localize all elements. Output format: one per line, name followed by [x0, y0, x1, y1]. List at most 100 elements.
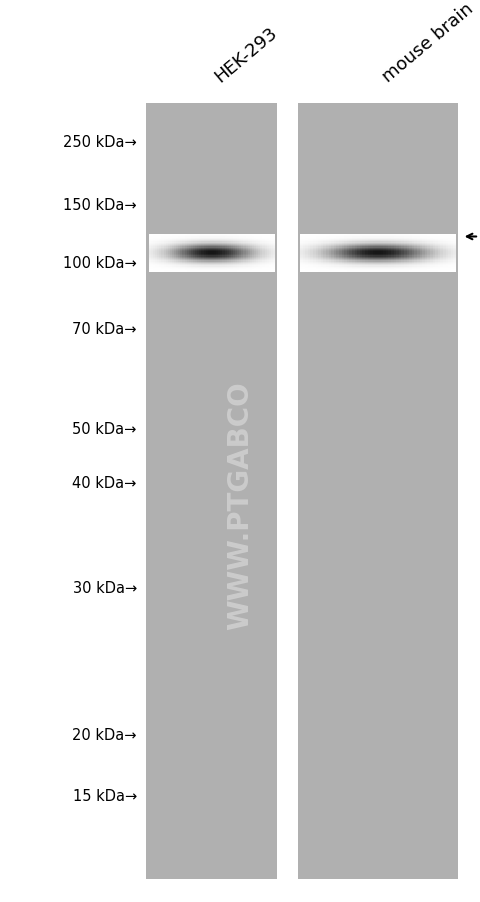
Bar: [166, 253, 168, 254]
Bar: [349, 237, 352, 238]
Bar: [383, 237, 386, 238]
Bar: [218, 267, 220, 269]
Bar: [344, 256, 347, 257]
Bar: [383, 241, 386, 242]
Bar: [248, 248, 250, 250]
Bar: [331, 263, 334, 265]
Bar: [204, 265, 205, 266]
Bar: [233, 256, 235, 257]
Bar: [239, 242, 241, 244]
Bar: [250, 260, 252, 261]
Bar: [339, 261, 342, 262]
Bar: [235, 270, 237, 272]
Bar: [432, 265, 435, 266]
Bar: [404, 246, 407, 247]
Bar: [344, 247, 347, 248]
Bar: [178, 257, 180, 259]
Bar: [334, 254, 336, 256]
Bar: [417, 261, 420, 262]
Bar: [454, 240, 456, 241]
Bar: [420, 261, 422, 262]
Bar: [256, 267, 258, 269]
Bar: [404, 244, 407, 246]
Bar: [260, 263, 263, 265]
Bar: [454, 261, 456, 262]
Bar: [260, 269, 263, 270]
Bar: [239, 260, 241, 261]
Bar: [212, 265, 214, 266]
Bar: [208, 240, 210, 241]
Bar: [357, 238, 360, 240]
Bar: [344, 267, 347, 269]
Bar: [185, 241, 187, 242]
Bar: [396, 263, 399, 265]
Bar: [316, 238, 318, 240]
Bar: [204, 260, 205, 261]
Bar: [258, 256, 260, 257]
Bar: [344, 251, 347, 253]
Bar: [151, 251, 153, 253]
Bar: [189, 269, 191, 270]
Bar: [191, 260, 193, 261]
Bar: [383, 254, 386, 256]
Bar: [331, 250, 334, 251]
Bar: [157, 266, 159, 267]
Bar: [241, 251, 243, 253]
Bar: [159, 270, 161, 272]
Bar: [388, 241, 391, 242]
Bar: [396, 265, 399, 266]
Bar: [414, 246, 417, 247]
Bar: [321, 244, 324, 246]
Bar: [448, 251, 451, 253]
Bar: [425, 270, 427, 272]
Bar: [313, 237, 316, 238]
Bar: [407, 261, 409, 262]
Bar: [256, 240, 258, 241]
Bar: [336, 237, 339, 238]
Bar: [316, 263, 318, 265]
Bar: [218, 266, 220, 267]
Bar: [254, 237, 256, 238]
Bar: [414, 257, 417, 259]
Bar: [342, 238, 344, 240]
Bar: [438, 260, 441, 261]
Bar: [370, 248, 373, 250]
Bar: [375, 253, 378, 254]
Bar: [269, 246, 271, 247]
Bar: [266, 269, 269, 270]
Bar: [321, 267, 324, 269]
Bar: [212, 254, 214, 256]
Bar: [202, 262, 204, 263]
Bar: [164, 254, 166, 256]
Bar: [334, 257, 336, 259]
Bar: [357, 240, 360, 241]
Bar: [448, 263, 451, 265]
Bar: [407, 259, 409, 260]
Bar: [266, 250, 269, 251]
Bar: [388, 235, 391, 237]
Bar: [342, 267, 344, 269]
Bar: [432, 262, 435, 263]
Bar: [182, 265, 185, 266]
Bar: [355, 266, 357, 267]
Bar: [454, 251, 456, 253]
Bar: [300, 250, 302, 251]
Bar: [329, 240, 331, 241]
Bar: [248, 240, 250, 241]
Bar: [180, 269, 182, 270]
Bar: [409, 262, 412, 263]
Bar: [263, 244, 264, 246]
Bar: [164, 251, 166, 253]
Bar: [164, 238, 166, 240]
Bar: [414, 259, 417, 260]
Bar: [246, 246, 248, 247]
Bar: [254, 251, 256, 253]
Bar: [246, 253, 248, 254]
Bar: [172, 267, 174, 269]
Bar: [195, 246, 197, 247]
Bar: [161, 263, 164, 265]
Bar: [227, 261, 229, 262]
Bar: [425, 251, 427, 253]
Bar: [239, 247, 241, 248]
Bar: [334, 266, 336, 267]
